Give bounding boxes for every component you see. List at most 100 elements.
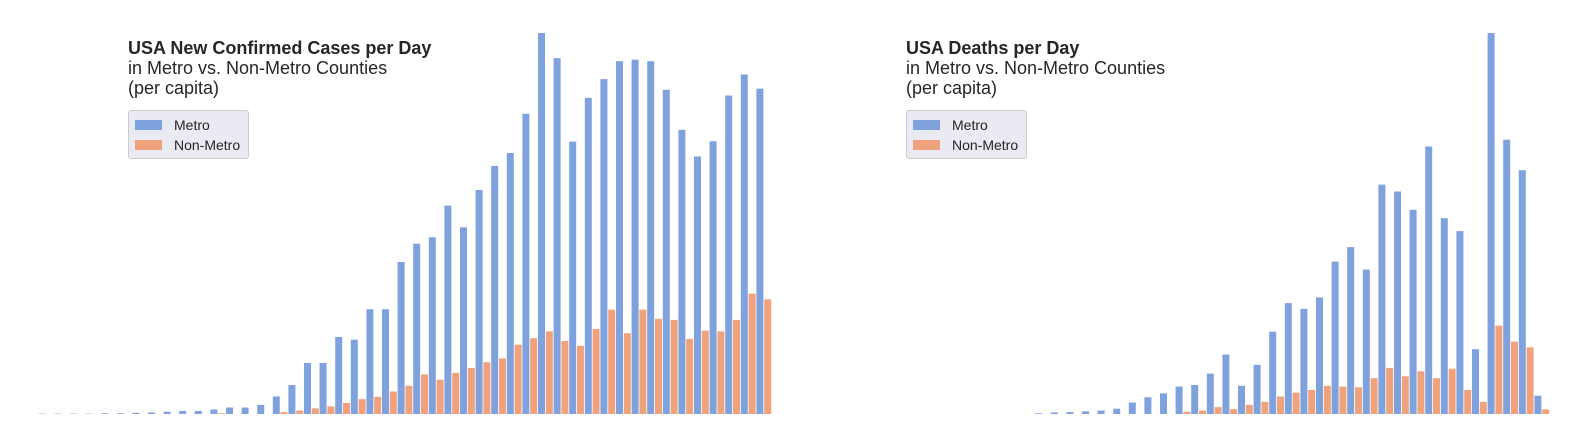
legend-label-non-metro: Non-Metro — [952, 137, 1019, 153]
metro-bar — [1191, 385, 1199, 414]
cases-title-block: USA New Confirmed Cases per Day in Metro… — [128, 38, 431, 98]
non-metro-bar — [1183, 411, 1191, 414]
metro-bar — [1066, 412, 1074, 415]
metro-bar — [616, 61, 623, 414]
non-metro-bar — [1526, 347, 1534, 414]
metro-bar — [522, 113, 530, 415]
metro-bar — [1097, 410, 1105, 414]
deaths-legend: Metro Non-Metro — [906, 110, 1028, 159]
metro-bar — [1050, 412, 1058, 414]
legend-swatch-non-metro — [913, 140, 940, 150]
metro-bar — [366, 309, 374, 415]
metro-bar — [1362, 269, 1370, 414]
metro-bar — [350, 339, 358, 414]
metro-bar — [491, 165, 499, 414]
metro-bar — [241, 407, 249, 414]
legend-swatch-metro — [135, 120, 162, 130]
deaths-title-block: USA Deaths per Day in Metro vs. Non-Metr… — [906, 38, 1165, 98]
non-metro-bar — [1417, 371, 1425, 414]
metro-bar — [1222, 354, 1230, 414]
metro-bar — [756, 88, 764, 414]
non-metro-bar — [1464, 390, 1472, 414]
non-metro-bar — [1214, 407, 1222, 414]
non-metro-bar — [483, 362, 491, 414]
metro-bar — [694, 156, 701, 414]
metro-bar — [647, 61, 655, 414]
metro-bar — [662, 89, 670, 415]
metro-bar — [725, 95, 733, 414]
non-metro-bar — [1386, 367, 1394, 414]
metro-bar — [678, 129, 686, 414]
metro-bar — [1144, 397, 1152, 414]
metro-bar — [1440, 218, 1448, 414]
metro-bar — [1409, 209, 1417, 414]
metro-bar — [1253, 364, 1261, 414]
metro-bar — [569, 141, 577, 414]
metro-bar — [460, 227, 467, 414]
non-metro-bar — [405, 385, 413, 414]
metro-bar — [553, 58, 561, 415]
metro-bar — [1347, 247, 1355, 414]
metro-bar — [1128, 402, 1136, 414]
chart-title: USA New Confirmed Cases per Day — [128, 38, 432, 58]
non-metro-bar — [1245, 404, 1253, 414]
metro-bar — [428, 237, 436, 414]
non-metro-bar — [1495, 325, 1503, 414]
metro-bar — [600, 79, 608, 414]
metro-bar — [1487, 33, 1495, 414]
non-metro-bar — [545, 331, 553, 414]
metro-bar — [1518, 170, 1526, 414]
metro-bar — [1378, 184, 1386, 414]
non-metro-bar — [1261, 401, 1269, 414]
cases-chart-svg — [38, 33, 772, 415]
metro-bar — [1269, 331, 1277, 414]
non-metro-bar — [639, 309, 647, 414]
legend-label-metro: Metro — [174, 117, 210, 133]
metro-bar — [1113, 408, 1121, 414]
non-metro-bar — [1308, 390, 1316, 414]
non-metro-bar — [1511, 341, 1518, 414]
non-metro-bar — [608, 309, 616, 414]
metro-bar — [1503, 139, 1511, 414]
metro-bar — [1534, 395, 1542, 414]
non-metro-bar — [296, 410, 304, 414]
non-metro-bar — [1323, 385, 1331, 414]
chart-title: USA Deaths per Day — [906, 38, 1080, 58]
chart-subtitle-unit: (per capita) — [906, 78, 998, 98]
metro-bar — [1472, 349, 1479, 414]
non-metro-bar — [530, 338, 538, 414]
cases-chart-panel: USA New Confirmed Cases per Day in Metro… — [38, 33, 772, 415]
metro-bar — [194, 410, 202, 414]
non-metro-bar — [1370, 378, 1378, 414]
non-metro-bar — [701, 330, 709, 414]
non-metro-bar — [514, 344, 522, 414]
non-metro-bar — [343, 402, 350, 414]
non-metro-bar — [1355, 387, 1362, 414]
non-metro-bar — [218, 413, 226, 414]
chart-subtitle: in Metro vs. Non-Metro Counties — [906, 58, 1166, 78]
metro-bar — [319, 362, 327, 414]
legend-item-metro: Metro — [135, 115, 240, 135]
non-metro-bar — [1479, 401, 1487, 414]
non-metro-bar — [655, 318, 662, 414]
metro-bar — [1035, 413, 1043, 414]
legend-item-non-metro: Non-Metro — [135, 135, 240, 155]
metro-bar — [116, 413, 124, 414]
metro-bar — [288, 385, 296, 414]
non-metro-bar — [577, 345, 584, 414]
metro-bar — [179, 410, 187, 414]
metro-bar — [1300, 308, 1308, 414]
metro-bar — [1082, 411, 1089, 414]
metro-bar — [538, 33, 545, 414]
chart-subtitle: in Metro vs. Non-Metro Counties — [128, 58, 388, 78]
non-metro-bar — [1433, 378, 1440, 414]
metro-bar — [148, 412, 155, 414]
non-metro-bar — [311, 408, 319, 414]
metro-bar — [335, 337, 343, 414]
metro-bar — [1206, 373, 1214, 414]
non-metro-bar — [1199, 410, 1206, 414]
metro-bar — [382, 309, 389, 415]
non-metro-bar — [561, 340, 569, 414]
metro-bar — [257, 404, 265, 414]
non-metro-bar — [1292, 392, 1300, 414]
